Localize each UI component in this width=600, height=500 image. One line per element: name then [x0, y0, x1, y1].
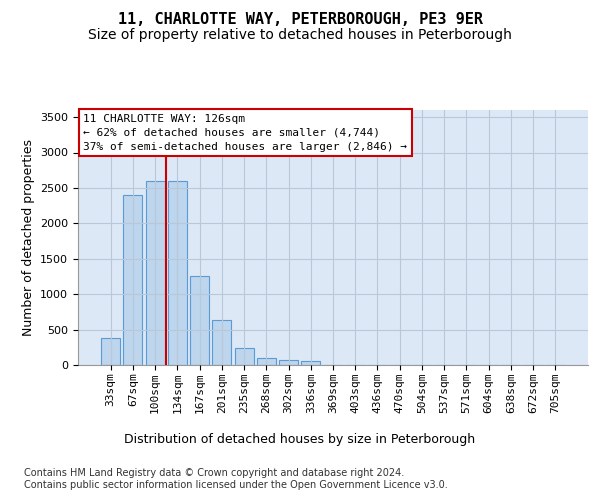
Text: 11, CHARLOTTE WAY, PETERBOROUGH, PE3 9ER: 11, CHARLOTTE WAY, PETERBOROUGH, PE3 9ER [118, 12, 482, 28]
Text: Size of property relative to detached houses in Peterborough: Size of property relative to detached ho… [88, 28, 512, 42]
Bar [212, 320, 231, 365]
Bar [235, 348, 254, 365]
Bar [279, 360, 298, 365]
Bar [257, 358, 276, 365]
Y-axis label: Number of detached properties: Number of detached properties [22, 139, 35, 336]
Text: Distribution of detached houses by size in Peterborough: Distribution of detached houses by size … [124, 432, 476, 446]
Bar [190, 276, 209, 365]
Text: Contains HM Land Registry data © Crown copyright and database right 2024.: Contains HM Land Registry data © Crown c… [24, 468, 404, 477]
Bar [101, 338, 120, 365]
Bar [124, 195, 142, 365]
Bar [301, 362, 320, 365]
Bar [146, 181, 164, 365]
Text: 11 CHARLOTTE WAY: 126sqm
← 62% of detached houses are smaller (4,744)
37% of sem: 11 CHARLOTTE WAY: 126sqm ← 62% of detach… [83, 114, 407, 152]
Bar [168, 181, 187, 365]
Text: Contains public sector information licensed under the Open Government Licence v3: Contains public sector information licen… [24, 480, 448, 490]
